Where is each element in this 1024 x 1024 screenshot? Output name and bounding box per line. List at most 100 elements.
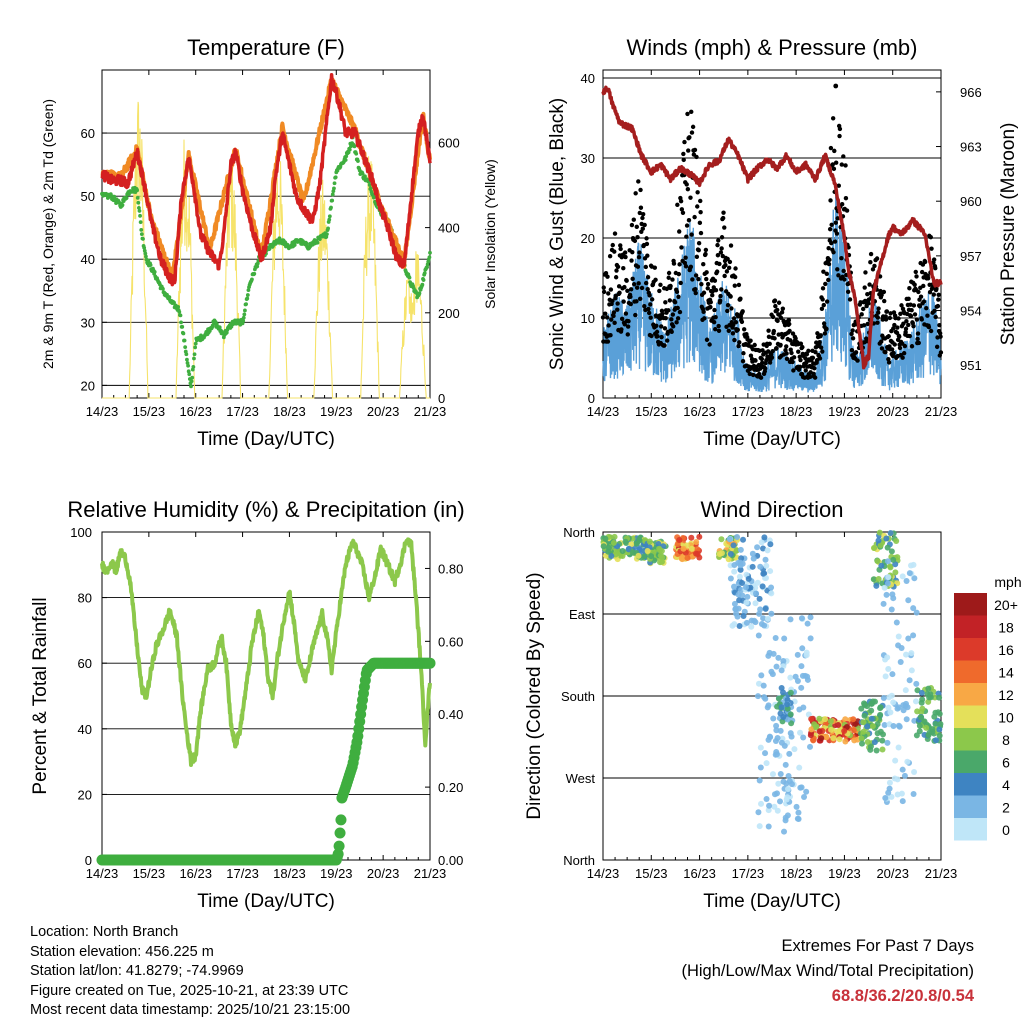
wind-gust-point [748, 338, 753, 343]
wind-gust-point [652, 265, 658, 270]
dir-point [734, 613, 741, 620]
wind-gust-point [861, 323, 867, 328]
dir-point [763, 575, 770, 582]
wind-gust-point [911, 323, 916, 329]
wind-gust-point [806, 348, 811, 354]
wind-gust-point [797, 364, 803, 369]
wind-gust-point [628, 301, 633, 307]
dir-point [918, 714, 925, 721]
wind-gust-point [633, 191, 638, 196]
wind-gust-point [600, 315, 606, 320]
wind-gust-point [760, 360, 765, 365]
wind-gust-point [772, 298, 778, 303]
wind-gust-point [722, 225, 727, 230]
rh-precip-point [332, 848, 344, 860]
wind-gust-point [922, 259, 928, 265]
dir-point [755, 632, 762, 639]
dir-point [786, 778, 793, 785]
rh-xtick-label: 16/23 [179, 866, 212, 881]
wind-gust-point [736, 343, 741, 349]
dir-point [657, 552, 664, 559]
wind-gust-point [689, 232, 694, 237]
wind-gust-point [682, 139, 687, 145]
wind-gust-point [740, 309, 745, 314]
dir-point [688, 545, 695, 552]
temp-ytick-label: 60 [81, 126, 95, 141]
wind-gust-point [901, 351, 907, 356]
dir-point [936, 726, 943, 733]
dir-point [807, 635, 814, 642]
wind-xtick-label: 17/23 [732, 404, 765, 419]
dir-point [769, 771, 776, 778]
wind-gust-point [730, 331, 736, 336]
dir-point [813, 723, 820, 730]
dir-xtick-label: 21/23 [925, 866, 958, 881]
dir-point [743, 619, 750, 626]
wind-gust-point [817, 339, 822, 345]
wind-gust-point [830, 162, 835, 167]
dir-point [768, 610, 775, 617]
temp-dewpoint-point [135, 188, 140, 193]
dir-point [760, 570, 767, 577]
dir-point [676, 536, 683, 543]
wind-gust-point [701, 309, 706, 315]
dir-point [798, 684, 805, 691]
wind-gust-point [913, 269, 918, 275]
dir-point [680, 545, 687, 552]
dir-point [784, 812, 791, 819]
dir-point [781, 742, 788, 749]
wind-gust-point [911, 303, 917, 308]
dir-point [628, 541, 635, 548]
wind-gust-point [674, 289, 680, 295]
dir-point [887, 563, 894, 570]
location-text: Location: North Branch [30, 924, 179, 940]
wind-gust-point [787, 328, 792, 334]
dir-legend-label: 4 [1002, 777, 1010, 793]
temp-dewpoint-point [363, 174, 367, 179]
wind-gust-point [928, 234, 933, 240]
wind-gust-point [643, 280, 649, 286]
dir-point [861, 712, 868, 719]
dir-point [913, 680, 920, 687]
wind-gust-point [681, 157, 686, 163]
wind-gust-point [902, 343, 908, 349]
dir-point [745, 575, 752, 582]
wind-gust-point [928, 328, 934, 334]
wind-y2tick-label: 957 [960, 249, 982, 264]
dir-point [758, 620, 765, 627]
wind-gust-point [607, 253, 613, 259]
dir-point [903, 716, 910, 723]
wind-gust-point [609, 317, 614, 322]
dir-point [787, 616, 794, 623]
wind-gust-point [716, 328, 722, 334]
wind-gust-point [820, 286, 826, 291]
wind-gust-point [622, 322, 627, 327]
wind-ytick-label: 30 [581, 151, 595, 166]
temp-dewpoint-point [292, 243, 297, 247]
wind-gust-point [818, 333, 823, 338]
wind-gust-point [675, 305, 680, 311]
dir-title: Wind Direction [700, 497, 843, 522]
wind-gust-point [758, 375, 764, 380]
wind-gust-point [716, 323, 721, 329]
wind-gust-point [772, 336, 777, 341]
dir-point [882, 673, 889, 680]
wind-gust-point [732, 274, 738, 280]
dir-ytick-label: South [561, 689, 595, 704]
wind-gust-point [687, 135, 692, 140]
dir-point [737, 566, 744, 573]
rh-y2tick-label: 0.20 [438, 780, 463, 795]
dir-point [752, 600, 759, 607]
wind-gust-point [847, 297, 853, 302]
wind-gust-point [684, 223, 690, 228]
wind-gust-point [696, 276, 701, 282]
wind-gust-point [646, 306, 651, 312]
wind-gust-point [631, 282, 637, 287]
wind-gust-point [615, 307, 620, 312]
dir-point [748, 623, 755, 630]
wind-gust-point [618, 243, 623, 248]
wind-gust-point [788, 338, 793, 343]
dir-point [890, 723, 897, 730]
wind-gust-point [901, 321, 906, 326]
wind-gust-point [841, 268, 846, 274]
